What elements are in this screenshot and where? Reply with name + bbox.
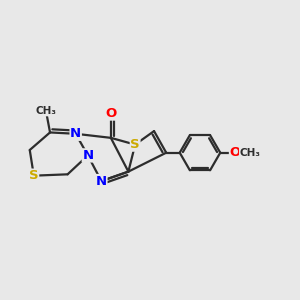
Text: O: O	[105, 107, 116, 120]
Text: S: S	[29, 169, 39, 182]
Text: O: O	[230, 146, 241, 159]
Text: N: N	[82, 149, 93, 162]
Text: N: N	[70, 127, 81, 140]
Text: CH₃: CH₃	[35, 106, 56, 116]
Text: S: S	[130, 138, 140, 151]
Text: CH₃: CH₃	[239, 148, 260, 158]
Text: N: N	[96, 175, 107, 188]
